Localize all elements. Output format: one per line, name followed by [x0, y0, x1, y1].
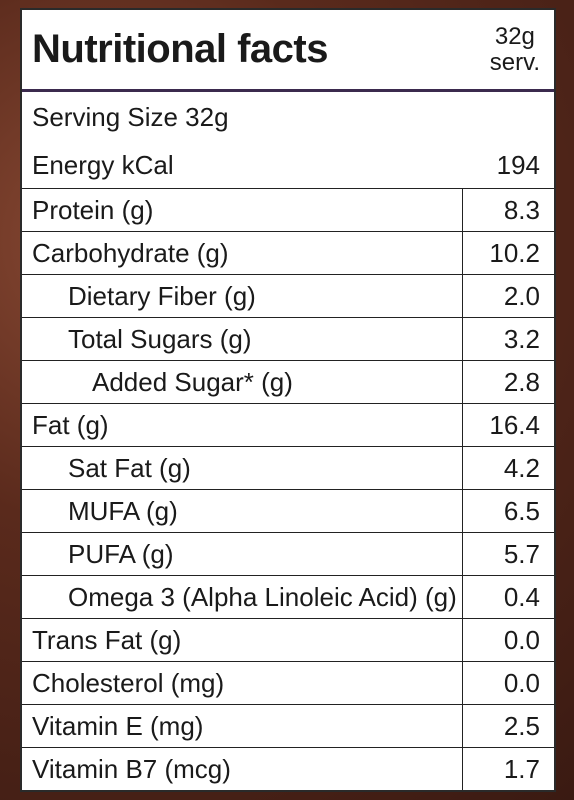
nutrient-label: Fat (g) — [32, 409, 109, 440]
nutrient-row: Cholesterol (mg) 0.0 — [22, 661, 554, 704]
nutrient-value: 0.0 — [462, 619, 554, 661]
nutrient-value: 0.4 — [462, 576, 554, 618]
nutrient-row: Added Sugar* (g) 2.8 — [22, 360, 554, 403]
nutrient-label: MUFA (g) — [68, 495, 178, 526]
nutrient-value: 2.8 — [462, 361, 554, 403]
nutrient-label: Vitamin B7 (mcg) — [32, 753, 231, 784]
nutrient-value: 1.7 — [462, 748, 554, 790]
nutrient-row: Carbohydrate (g) 10.2 — [22, 231, 554, 274]
nutrient-row: Vitamin B7 (mcg) 1.7 — [22, 747, 554, 790]
nutrient-value: 10.2 — [462, 232, 554, 274]
nutrition-panel: Nutritional facts 32g serv. Serving Size… — [20, 8, 556, 792]
column-label-line: serv. — [489, 48, 540, 76]
nutrient-value: 3.2 — [462, 318, 554, 360]
nutrient-label: Dietary Fiber (g) — [68, 280, 256, 311]
nutrient-label: Vitamin E (mg) — [32, 710, 204, 741]
nutrient-value: 8.3 — [462, 189, 554, 231]
nutrient-row: Omega 3 (Alpha Linoleic Acid) (g) 0.4 — [22, 575, 554, 618]
nutrient-value: 16.4 — [462, 404, 554, 446]
nutrient-value: 194 — [496, 149, 540, 180]
nutrient-row: Energy kCal 194 — [22, 142, 554, 188]
nutrient-value: 6.5 — [462, 490, 554, 532]
nutrient-value: 0.0 — [462, 662, 554, 704]
nutrient-value: 5.7 — [462, 533, 554, 575]
nutrient-label: Trans Fat (g) — [32, 624, 182, 655]
nutrient-value: 2.0 — [462, 275, 554, 317]
nutrient-label: Total Sugars (g) — [68, 323, 252, 354]
nutrient-row: Total Sugars (g) 3.2 — [22, 317, 554, 360]
nutrient-row: Dietary Fiber (g) 2.0 — [22, 274, 554, 317]
nutrient-label: Energy kCal — [32, 149, 174, 180]
header: Nutritional facts 32g serv. — [22, 10, 554, 92]
nutrient-row: PUFA (g) 5.7 — [22, 532, 554, 575]
column-label: 32g serv. — [489, 22, 540, 76]
nutrient-label: Omega 3 (Alpha Linoleic Acid) (g) — [68, 581, 457, 612]
nutrient-row: Vitamin E (mg) 2.5 — [22, 704, 554, 747]
nutrient-label: Carbohydrate (g) — [32, 237, 229, 268]
nutrient-row: Sat Fat (g) 4.2 — [22, 446, 554, 489]
nutrient-label: PUFA (g) — [68, 538, 174, 569]
nutrient-label: Protein (g) — [32, 194, 154, 225]
nutrient-row: Protein (g) 8.3 — [22, 188, 554, 231]
serving-size: Serving Size 32g — [32, 101, 229, 132]
nutrient-label: Added Sugar* (g) — [92, 366, 293, 397]
column-label-line: 32g — [494, 22, 535, 50]
nutrient-row: MUFA (g) 6.5 — [22, 489, 554, 532]
nutrient-label: Sat Fat (g) — [68, 452, 191, 483]
nutrient-value: 2.5 — [462, 705, 554, 747]
rows: Energy kCal 194 Protein (g) 8.3 Carbohydrate… — [22, 142, 554, 790]
nutrient-value: 4.2 — [462, 447, 554, 489]
nutrient-label: Cholesterol (mg) — [32, 667, 225, 698]
nutrient-row: Trans Fat (g) 0.0 — [22, 618, 554, 661]
title: Nutritional facts — [32, 27, 328, 71]
nutrient-row: Fat (g) 16.4 — [22, 403, 554, 446]
